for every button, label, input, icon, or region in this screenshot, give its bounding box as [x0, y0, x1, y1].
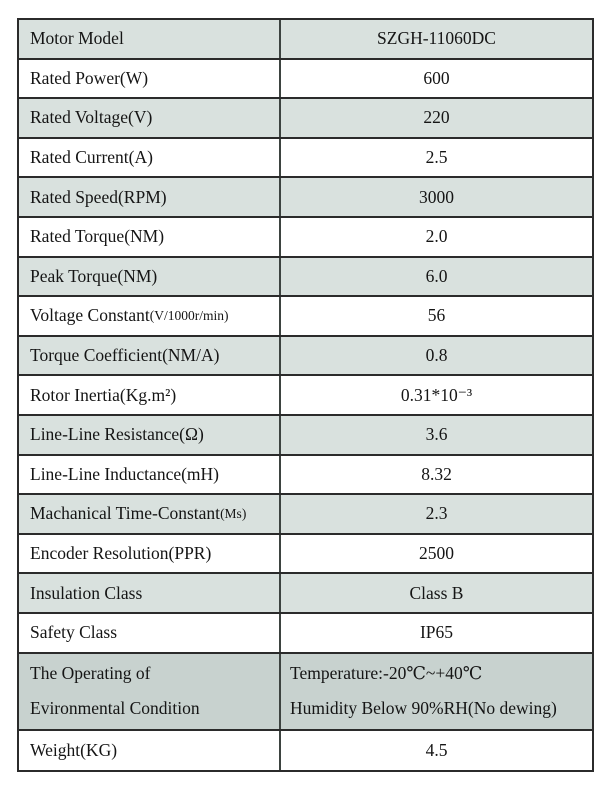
- param-value-cell: 6.0: [281, 258, 592, 296]
- param-value: 3.6: [425, 424, 448, 445]
- param-value: 6.0: [425, 265, 448, 286]
- param-value: 56: [427, 305, 446, 326]
- table-row: Rated Current(A) 2.5: [19, 138, 592, 179]
- param-name-line: The Operating of: [30, 662, 151, 683]
- param-value: 2.3: [425, 503, 448, 524]
- param-name: Encoder Resolution(PPR): [30, 543, 212, 564]
- param-name-cell: Rotor Inertia(Kg.m²): [19, 376, 281, 414]
- param-name: Weight(KG): [30, 739, 118, 760]
- param-name: Rated Torque(NM): [30, 226, 165, 247]
- param-value-cell: 4.5: [281, 731, 592, 771]
- param-name: Rotor Inertia(Kg.m²): [30, 384, 177, 405]
- table-row: Weight(KG) 4.5: [19, 730, 592, 771]
- param-name-unit: (V/1000r/min): [149, 307, 229, 323]
- param-name: Line-Line Inductance(mH): [30, 463, 220, 484]
- param-value-cell: IP65: [281, 614, 592, 652]
- param-name: Peak Torque(NM): [30, 265, 158, 286]
- param-name-cell: Insulation Class: [19, 574, 281, 612]
- param-name: Voltage Constant: [30, 305, 150, 326]
- param-value-cell: 0.31*10⁻³: [281, 376, 592, 414]
- param-name: Safety Class: [30, 622, 118, 643]
- param-value-cell: 3.6: [281, 416, 592, 454]
- table-row: Machanical Time-Constant (Ms) 2.3: [19, 495, 592, 535]
- param-value: Class B: [409, 582, 464, 603]
- table-row: Torque Coefficient(NM/A) 0.8: [19, 336, 592, 377]
- motor-spec-table: Motor Model SZGH-11060DC Rated Power(W) 600…: [17, 18, 594, 773]
- param-value-cell: 2.0: [281, 218, 592, 256]
- param-name-cell: Motor Model: [19, 20, 281, 58]
- param-name: Line-Line Resistance(Ω): [30, 424, 204, 445]
- param-value-line: Temperature:-20℃~+40℃: [290, 662, 483, 683]
- param-value-cell: 0.8: [281, 337, 592, 375]
- param-name-cell: Rated Speed(RPM): [19, 178, 281, 216]
- param-value-cell: 8.32: [281, 456, 592, 494]
- table-row: Peak Torque(NM) 6.0: [19, 257, 592, 298]
- table-row: Line-Line Inductance(mH) 8.32: [19, 455, 592, 496]
- param-name: Rated Voltage(V): [30, 107, 153, 128]
- param-name-cell: The Operating of Evironmental Condition: [19, 653, 281, 729]
- param-value-cell: 2.3: [281, 495, 592, 533]
- param-name-unit: (Ms): [220, 505, 247, 521]
- param-value: 3000: [419, 186, 454, 207]
- param-name: Machanical Time-Constant: [30, 503, 221, 524]
- param-name-cell: Rated Power(W): [19, 59, 281, 98]
- param-value: SZGH-11060DC: [377, 28, 496, 49]
- param-name-cell: Weight(KG): [19, 730, 281, 771]
- param-name-cell: Encoder Resolution(PPR): [19, 534, 281, 573]
- param-name: Rated Current(A): [30, 147, 153, 168]
- param-value-cell: 3000: [281, 178, 592, 216]
- param-value: 0.8: [425, 345, 448, 366]
- table-row: Safety Class IP65: [19, 613, 592, 654]
- param-value: 4.5: [425, 739, 448, 760]
- param-value: 220: [423, 107, 450, 128]
- param-name-cell: Machanical Time-Constant (Ms): [19, 495, 281, 533]
- param-name-cell: Torque Coefficient(NM/A): [19, 336, 281, 375]
- param-value-cell: SZGH-11060DC: [281, 20, 592, 58]
- param-name: Insulation Class: [30, 582, 143, 603]
- param-name-cell: Line-Line Inductance(mH): [19, 455, 281, 494]
- table-row: Insulation Class Class B: [19, 574, 592, 614]
- param-value-cell: 56: [281, 297, 592, 335]
- param-value-cell: 220: [281, 99, 592, 137]
- param-name: Rated Power(W): [30, 67, 149, 88]
- param-value-cell: 2.5: [281, 139, 592, 177]
- table-row: Rotor Inertia(Kg.m²) 0.31*10⁻³: [19, 376, 592, 416]
- table-row: Rated Speed(RPM) 3000: [19, 178, 592, 218]
- param-name-cell: Peak Torque(NM): [19, 257, 281, 296]
- param-value-cell: Temperature:-20℃~+40℃ Humidity Below 90%R…: [281, 654, 592, 729]
- param-name-cell: Voltage Constant (V/1000r/min): [19, 297, 281, 335]
- param-name-cell: Line-Line Resistance(Ω): [19, 415, 281, 454]
- param-value: 2.0: [425, 226, 448, 247]
- param-value: 2500: [419, 543, 454, 564]
- param-value: 2.5: [425, 147, 448, 168]
- param-name-cell: Rated Voltage(V): [19, 99, 281, 137]
- table-row: The Operating of Evironmental Condition Te…: [19, 653, 592, 731]
- table-row: Motor Model SZGH-11060DC: [19, 20, 592, 60]
- param-name-cell: Rated Torque(NM): [19, 217, 281, 256]
- param-value: 0.31*10⁻³: [400, 384, 473, 405]
- param-name-cell: Safety Class: [19, 613, 281, 652]
- table-row: Rated Power(W) 600: [19, 59, 592, 100]
- param-name: Rated Speed(RPM): [30, 186, 167, 207]
- param-name-cell: Rated Current(A): [19, 138, 281, 177]
- param-value-line: Humidity Below 90%RH(No dewing): [290, 698, 557, 719]
- param-value-cell: 2500: [281, 535, 592, 573]
- param-name: Torque Coefficient(NM/A): [30, 345, 220, 366]
- param-name-line: Evironmental Condition: [30, 698, 200, 719]
- param-value-cell: Class B: [281, 574, 592, 612]
- table-row: Encoder Resolution(PPR) 2500: [19, 534, 592, 575]
- table-row: Rated Torque(NM) 2.0: [19, 217, 592, 258]
- param-value: IP65: [419, 622, 454, 643]
- table-row: Voltage Constant (V/1000r/min) 56: [19, 297, 592, 337]
- param-value: 8.32: [421, 463, 452, 484]
- table-row: Rated Voltage(V) 220: [19, 99, 592, 139]
- param-name: Motor Model: [30, 28, 124, 49]
- param-value: 600: [423, 67, 450, 88]
- param-value-cell: 600: [281, 60, 592, 98]
- table-row: Line-Line Resistance(Ω) 3.6: [19, 415, 592, 456]
